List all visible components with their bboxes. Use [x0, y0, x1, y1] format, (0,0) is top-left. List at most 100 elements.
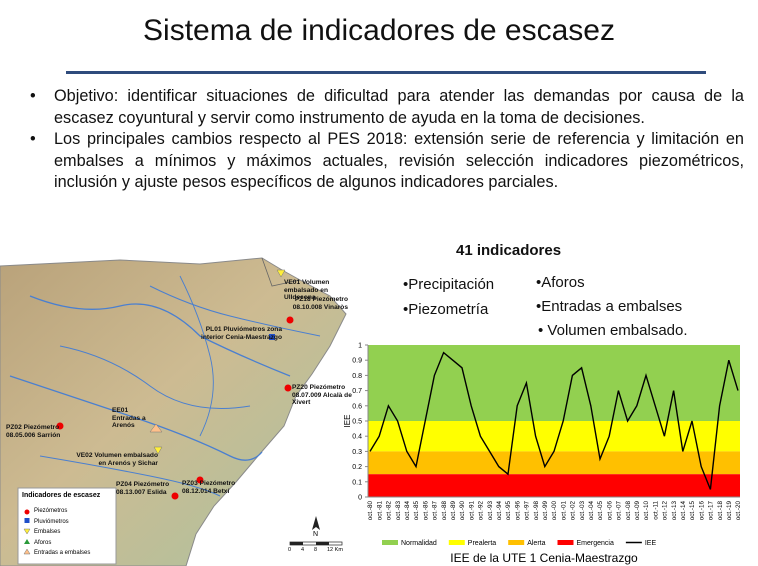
- map-legend-item: Pluviómetros: [34, 518, 69, 525]
- indicator: •Precipitación: [403, 276, 495, 293]
- indicator: •Piezometría: [403, 301, 489, 318]
- x-tick-label: oct.-09: [634, 501, 641, 521]
- river: [179, 275, 214, 437]
- bullet-list: Objetivo: identificar situaciones de dif…: [28, 86, 744, 194]
- y-tick-label: 0.9: [352, 358, 362, 365]
- legend-label: Emergencia: [577, 540, 614, 547]
- indicators-heading: 41 indicadores: [456, 242, 562, 259]
- x-tick-label: oct.-13: [671, 501, 678, 521]
- map-legend-item: Entradas a embalses: [34, 550, 91, 556]
- map-legend-item: Piezómetros: [34, 508, 68, 514]
- north-arrow: [312, 516, 320, 530]
- marker: [171, 492, 179, 500]
- north-label: N: [313, 531, 319, 538]
- legend-symbol: [23, 528, 31, 535]
- bullet: Objetivo: identificar situaciones de dif…: [30, 86, 744, 129]
- map-label: VE02 Volumen embalsado en Arenós y Sicha…: [76, 452, 158, 467]
- legend-symbol: [23, 548, 31, 555]
- map-label: EE01 Entradas a Arenós: [112, 407, 146, 430]
- legend-label: Prealerta: [468, 540, 497, 547]
- x-tick-label: oct.-82: [386, 501, 393, 521]
- x-tick-label: oct.-97: [524, 501, 531, 521]
- map: [0, 257, 347, 566]
- x-tick-label: oct.-90: [459, 501, 466, 521]
- map-label: VE01 Volumen embalsado en Ulldecona: [284, 279, 330, 302]
- legend-swatch: [382, 540, 398, 545]
- x-tick-label: oct.-99: [542, 501, 549, 521]
- legend-swatch: [448, 540, 465, 545]
- x-tick-label: oct.-03: [579, 501, 586, 521]
- map-label: PZ02 Piezómetro 08.05.006 Sarrión: [6, 424, 61, 439]
- y-axis-label: IEE: [343, 415, 352, 428]
- legend-label: Normalidad: [401, 540, 437, 547]
- x-tick-label: oct.-00: [551, 501, 558, 521]
- marker: [56, 422, 64, 430]
- x-tick-label: oct.-14: [680, 501, 687, 521]
- x-tick-label: oct.-91: [468, 501, 475, 521]
- river: [9, 375, 263, 461]
- y-tick-label: 0.2: [352, 464, 362, 471]
- threshold-band: [368, 451, 740, 475]
- x-tick-label: oct.-01: [560, 501, 567, 521]
- x-tick-label: oct.-84: [404, 501, 411, 521]
- legend-swatch: [508, 540, 525, 545]
- bullet: Los principales cambios respecto al PES …: [30, 129, 744, 194]
- y-tick-label: 0.7: [352, 388, 362, 395]
- scale-label: 4: [301, 547, 305, 553]
- map-label: PL01 Pluviómetros zona interior Cenia-Ma…: [201, 326, 282, 341]
- scale-label: 12 Km: [327, 547, 343, 553]
- y-tick-label: 0.6: [352, 403, 362, 410]
- map-label: PZ20 Piezómetro 08.07.009 Alcalà de Xive…: [292, 384, 352, 407]
- marker: [269, 334, 275, 340]
- marker: [286, 316, 294, 324]
- x-tick-label: oct.-10: [643, 501, 650, 521]
- x-tick-label: oct.-07: [616, 501, 623, 521]
- x-tick-label: oct.-80: [367, 501, 374, 521]
- x-tick-label: oct.-15: [689, 501, 696, 521]
- x-tick-label: oct.-98: [533, 501, 540, 521]
- title-rule: [66, 71, 706, 74]
- river: [149, 285, 321, 337]
- legend-symbol: [24, 509, 30, 515]
- x-tick-label: oct.-89: [450, 501, 457, 521]
- y-tick-label: 0: [358, 495, 362, 502]
- x-tick-label: oct.-95: [505, 501, 512, 521]
- x-tick-label: oct.-92: [478, 501, 485, 521]
- scale-label: 8: [314, 547, 318, 553]
- y-tick-label: 0.5: [352, 419, 362, 426]
- chart-caption: IEE de la UTE 1 Cenia-Maestrazgo: [450, 551, 638, 565]
- y-tick-label: 1: [358, 343, 362, 350]
- threshold-band: [368, 474, 740, 497]
- x-tick-label: oct.-02: [570, 501, 577, 521]
- scale-bar: [316, 542, 329, 545]
- x-tick-label: oct.-08: [625, 501, 632, 521]
- x-tick-label: oct.-20: [735, 501, 742, 521]
- map-legend-item: Aforos: [34, 539, 52, 546]
- indicator: •Aforos: [536, 274, 585, 291]
- legend-symbol: [24, 518, 30, 523]
- x-tick-label: oct.-17: [708, 501, 715, 521]
- river: [59, 345, 251, 409]
- legend-label: IEE: [645, 540, 657, 547]
- x-tick-label: oct.-04: [588, 501, 595, 521]
- map-legend-item: Embalses: [34, 529, 61, 535]
- map-legend: [17, 487, 117, 565]
- x-tick-label: oct.-86: [422, 501, 429, 521]
- threshold-band: [368, 421, 740, 452]
- border: [261, 257, 301, 287]
- indicator: • Volumen embalsado.: [538, 322, 688, 339]
- river: [29, 295, 291, 377]
- iee-line: [369, 351, 739, 490]
- marker: [276, 269, 286, 278]
- map-label: PZ03 Piezómetro 08.12.014 Betxí: [182, 480, 236, 495]
- marker: [196, 476, 204, 484]
- river: [39, 455, 221, 497]
- map-label: PZ04 Piezómetro 08.13.007 Eslida: [116, 481, 170, 496]
- legend-symbol: [24, 539, 30, 544]
- marker: [149, 423, 163, 433]
- marker: [284, 384, 292, 392]
- x-tick-label: oct.-05: [597, 501, 604, 521]
- x-tick-label: oct.-81: [376, 501, 383, 521]
